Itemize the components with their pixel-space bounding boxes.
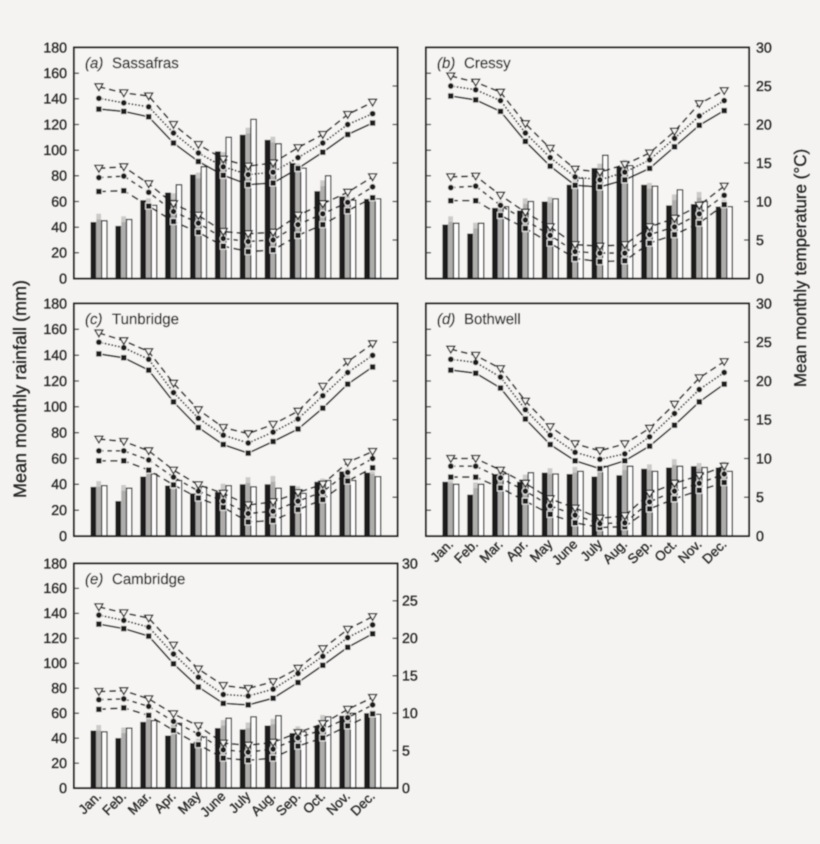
svg-text:20: 20 [756,374,772,390]
svg-text:25: 25 [402,594,418,610]
svg-text:Mean monthly rainfall (mm): Mean monthly rainfall (mm) [10,280,30,498]
svg-text:20: 20 [756,117,772,133]
svg-text:0: 0 [59,529,67,545]
svg-text:40: 40 [51,731,67,747]
svg-text:180: 180 [43,296,67,312]
svg-text:120: 120 [43,117,67,133]
svg-text:160: 160 [43,66,67,82]
svg-text:180: 180 [43,556,67,572]
svg-text:(d): (d) [437,311,455,328]
svg-text:0: 0 [59,271,67,287]
svg-text:30: 30 [756,296,772,312]
svg-text:160: 160 [43,322,67,338]
svg-text:120: 120 [43,631,67,647]
svg-text:Cressy: Cressy [464,55,511,72]
svg-text:60: 60 [51,706,67,722]
svg-text:80: 80 [51,426,67,442]
svg-text:140: 140 [43,348,67,364]
svg-text:20: 20 [51,756,67,772]
svg-text:60: 60 [51,451,67,467]
svg-text:120: 120 [43,374,67,390]
svg-text:(e): (e) [85,571,103,588]
svg-text:0: 0 [756,271,764,287]
svg-text:20: 20 [51,246,67,262]
svg-text:Cambridge: Cambridge [112,571,185,588]
svg-text:Bothwell: Bothwell [464,311,521,328]
svg-text:20: 20 [402,631,418,647]
svg-text:25: 25 [756,335,772,351]
svg-text:25: 25 [756,79,772,95]
svg-text:140: 140 [43,92,67,108]
svg-text:80: 80 [51,681,67,697]
svg-text:160: 160 [43,581,67,597]
svg-text:Tunbridge: Tunbridge [112,311,179,328]
svg-text:100: 100 [43,656,67,672]
svg-text:30: 30 [756,40,772,56]
svg-text:15: 15 [756,413,772,429]
svg-text:10: 10 [756,194,772,210]
svg-text:60: 60 [51,194,67,210]
svg-text:0: 0 [402,781,410,797]
svg-text:15: 15 [402,669,418,685]
svg-text:0: 0 [756,529,764,545]
svg-text:(c): (c) [85,311,103,328]
svg-text:Mean monthly temperature (°C): Mean monthly temperature (°C) [791,149,810,387]
svg-text:(a): (a) [85,55,103,72]
svg-text:100: 100 [43,400,67,416]
svg-text:40: 40 [51,477,67,493]
svg-text:15: 15 [756,156,772,172]
svg-text:5: 5 [756,490,764,506]
svg-text:10: 10 [756,451,772,467]
svg-text:40: 40 [51,220,67,236]
svg-text:100: 100 [43,143,67,159]
svg-text:80: 80 [51,169,67,185]
svg-text:20: 20 [51,503,67,519]
svg-text:10: 10 [402,706,418,722]
svg-text:5: 5 [756,233,764,249]
svg-text:Sassafras: Sassafras [112,55,179,72]
svg-text:0: 0 [59,781,67,797]
svg-text:5: 5 [402,743,410,759]
svg-text:140: 140 [43,606,67,622]
svg-text:180: 180 [43,40,67,56]
svg-text:(b): (b) [437,55,455,72]
svg-text:30: 30 [402,556,418,572]
